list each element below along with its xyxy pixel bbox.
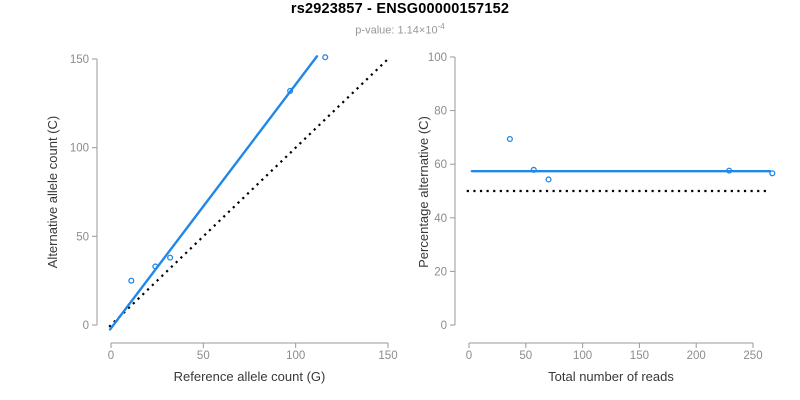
x-axis-tick-label: 0: [466, 350, 472, 362]
y-axis-tick-label: 20: [434, 266, 447, 278]
fit-line-left: [108, 55, 319, 331]
y-axis-tick-label: 150: [70, 54, 89, 66]
y-axis-title: Percentage alternative (C): [416, 116, 431, 268]
pvalue-text: p-value: 1.14×10: [355, 24, 438, 37]
x-axis-tick-label: 100: [286, 350, 305, 362]
chart-subtitle: p-value: 1.14×10-4: [0, 22, 800, 37]
data-point: [128, 277, 135, 284]
data-point: [322, 54, 329, 61]
x-axis-tick-label: 200: [687, 350, 706, 362]
x-axis-tick-label: 150: [378, 350, 397, 362]
data-point: [769, 170, 776, 177]
y-axis-tick-label: 100: [428, 52, 447, 64]
data-point: [506, 135, 513, 143]
y-axis-tick-label: 0: [441, 320, 447, 332]
data-point: [726, 167, 733, 174]
chart-title: rs2923857 - ENSG00000157152: [290, 1, 510, 17]
x-axis-tick-label: 250: [743, 350, 762, 362]
data-point: [530, 166, 537, 173]
x-axis-tick-label: 0: [108, 350, 114, 362]
x-axis-title: Total number of reads: [548, 369, 674, 384]
y-axis-tick-label: 60: [434, 159, 447, 171]
data-point: [287, 87, 294, 94]
y-axis-tick-label: 100: [70, 143, 89, 155]
x-axis-tick-label: 50: [197, 350, 210, 362]
y-axis-tick-label: 80: [434, 106, 447, 118]
x-axis-tick-label: 50: [519, 350, 532, 362]
y-axis-tick-label: 40: [434, 213, 447, 225]
x-axis-tick-label: 150: [630, 350, 649, 362]
x-axis-tick-label: 100: [573, 350, 592, 362]
y-axis-tick-label: 0: [83, 320, 89, 332]
pvalue-exponent: -4: [437, 22, 445, 31]
data-point: [167, 254, 174, 261]
x-axis-title: Reference allele count (G): [174, 369, 326, 384]
data-point: [152, 263, 159, 270]
data-point: [545, 176, 552, 183]
reference-line-left: [108, 57, 390, 328]
y-axis-title: Alternative allele count (C): [45, 116, 60, 268]
y-axis-tick-label: 50: [76, 231, 89, 243]
